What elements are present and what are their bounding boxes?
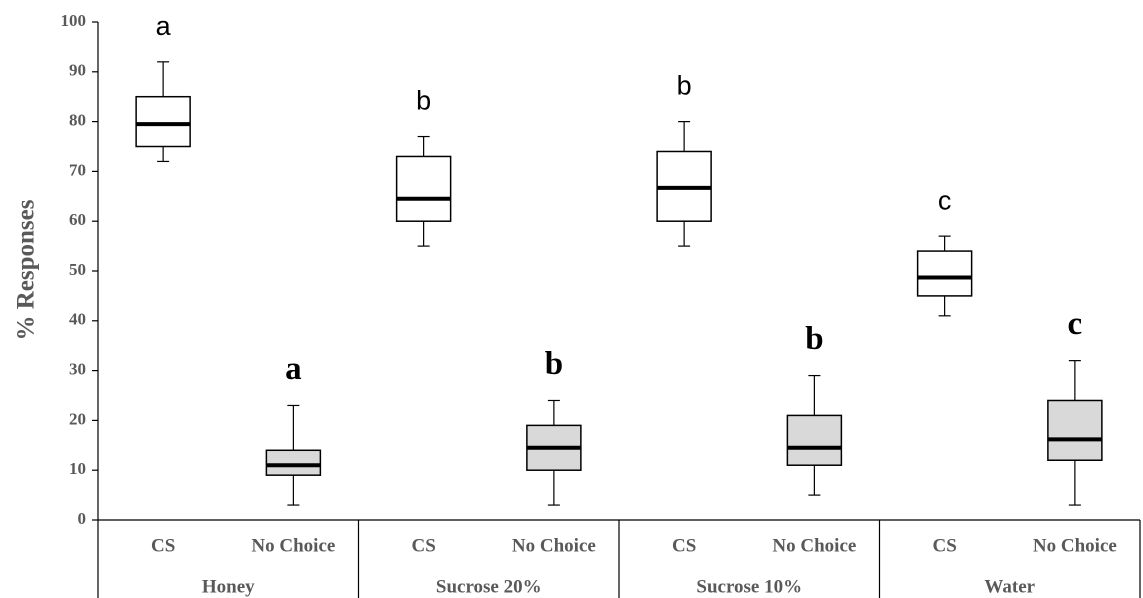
box <box>916 250 973 297</box>
y-tick-label: 60 <box>69 210 86 229</box>
significance-letter: b <box>545 346 563 382</box>
box <box>395 155 452 222</box>
significance-letter: c <box>1068 306 1083 342</box>
y-axis-label: % Responses <box>13 199 40 340</box>
x-tick-label: CS <box>151 535 175 556</box>
y-tick-label: 100 <box>61 11 87 30</box>
significance-letter: a <box>285 351 302 387</box>
box <box>135 95 191 148</box>
x-tick-label: CS <box>411 535 435 556</box>
y-tick-label: 0 <box>78 509 87 528</box>
x-tick-label: No Choice <box>772 535 856 556</box>
significance-letter: a <box>156 11 172 41</box>
box <box>786 414 843 466</box>
y-tick-label: 50 <box>69 260 86 279</box>
x-tick-label: CS <box>672 535 696 556</box>
y-tick-label: 90 <box>69 61 86 80</box>
x-tick-label: No Choice <box>1033 535 1117 556</box>
significance-letter: b <box>416 86 431 116</box>
group-label: Water <box>984 576 1035 597</box>
y-tick-label: 40 <box>69 310 86 329</box>
box <box>1047 399 1103 461</box>
y-tick-label: 30 <box>69 360 86 379</box>
box <box>265 449 322 476</box>
significance-letter: b <box>805 321 823 357</box>
y-tick-label: 80 <box>69 111 86 130</box>
group-label: Honey <box>202 576 255 597</box>
significance-letter: b <box>677 71 692 101</box>
y-tick-label: 20 <box>69 409 86 428</box>
group-label: Sucrose 10% <box>696 576 802 597</box>
y-tick-label: 10 <box>69 459 86 478</box>
x-tick-label: No Choice <box>512 535 596 556</box>
x-tick-label: CS <box>932 535 956 556</box>
significance-letter: c <box>938 185 952 215</box>
y-tick-label: 70 <box>69 160 86 179</box>
x-tick-label: No Choice <box>251 535 335 556</box>
group-label: Sucrose 20% <box>436 576 542 597</box>
